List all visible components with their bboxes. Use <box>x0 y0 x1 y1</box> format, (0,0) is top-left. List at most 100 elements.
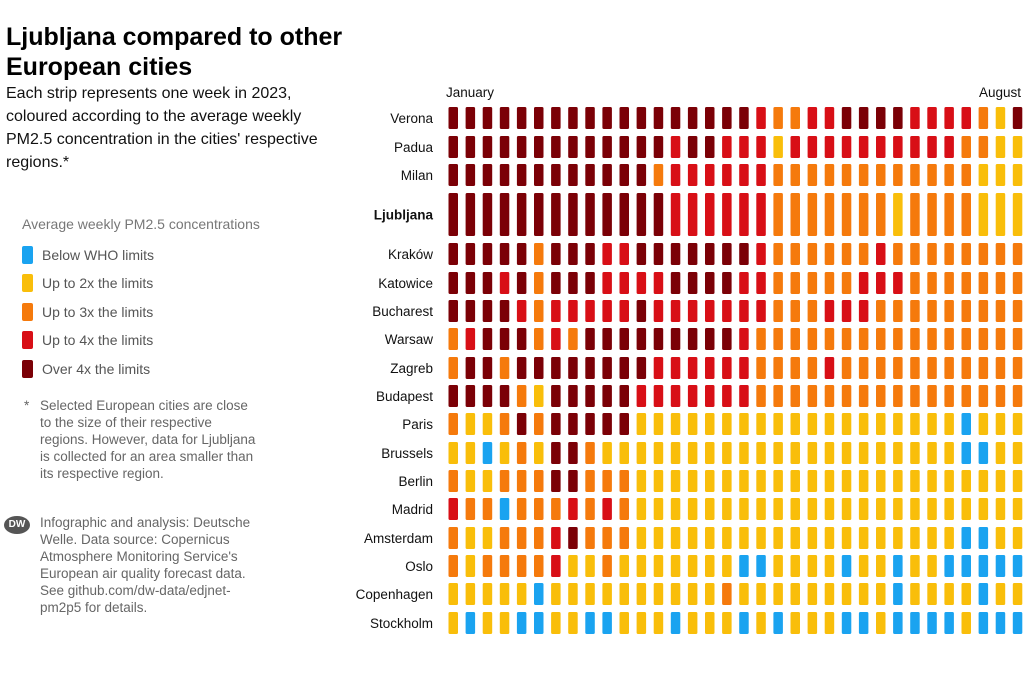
week-strip <box>516 527 527 549</box>
week-strip <box>636 243 647 265</box>
subtitle: Each strip represents one week in 2023, … <box>6 85 318 171</box>
week-strip <box>448 555 458 577</box>
week-strip <box>961 583 971 605</box>
city-label: Berlin <box>398 474 433 489</box>
week-strip <box>499 470 510 492</box>
week-strip <box>773 136 783 158</box>
week-strip <box>876 193 886 236</box>
week-strip <box>619 612 629 634</box>
week-strip <box>944 442 954 464</box>
week-strip <box>516 498 527 520</box>
week-strip <box>995 300 1006 322</box>
week-strip <box>499 164 510 186</box>
week-strip <box>995 272 1006 294</box>
week-strip <box>841 136 852 158</box>
week-strip <box>807 136 818 158</box>
week-strip <box>824 413 835 435</box>
week-strip <box>756 328 766 350</box>
week-strip <box>516 243 527 265</box>
week-strip <box>619 470 629 492</box>
week-strip <box>824 527 835 549</box>
week-strip <box>944 328 954 350</box>
week-strip <box>568 555 578 577</box>
week-strip <box>568 385 578 407</box>
week-strip <box>790 583 800 605</box>
week-strip <box>1012 300 1023 322</box>
week-strip <box>773 357 783 379</box>
week-strip <box>893 136 903 158</box>
week-strip <box>927 193 937 236</box>
week-strip <box>807 164 818 186</box>
week-strip <box>893 555 903 577</box>
week-strip <box>705 385 715 407</box>
week-strip <box>722 442 732 464</box>
week-strip <box>858 164 869 186</box>
week-strip <box>756 470 766 492</box>
week-strip <box>824 498 835 520</box>
week-strip <box>636 328 647 350</box>
week-strip <box>465 164 476 186</box>
week-strip <box>858 300 869 322</box>
week-strip <box>722 527 732 549</box>
week-strip <box>568 498 578 520</box>
week-strip <box>448 357 458 379</box>
week-strip <box>687 442 698 464</box>
week-strip <box>602 136 612 158</box>
week-strip <box>551 555 561 577</box>
week-strip <box>1012 442 1023 464</box>
week-strip <box>516 357 527 379</box>
week-strip <box>944 300 954 322</box>
week-strip <box>910 243 920 265</box>
week-strip <box>551 193 561 236</box>
week-strip <box>568 442 578 464</box>
week-strip <box>858 328 869 350</box>
week-strip <box>790 527 800 549</box>
week-strip <box>585 442 595 464</box>
city-label: Ljubljana <box>374 208 434 223</box>
week-strip <box>978 136 989 158</box>
week-strip <box>619 498 629 520</box>
week-strip <box>876 300 886 322</box>
week-strip <box>961 243 971 265</box>
week-strip <box>978 498 989 520</box>
week-strip <box>448 442 458 464</box>
week-strip <box>568 193 578 236</box>
week-strip <box>756 498 766 520</box>
week-strip <box>568 612 578 634</box>
week-strip <box>448 328 458 350</box>
week-strip <box>534 470 544 492</box>
week-strip <box>705 413 715 435</box>
week-strip <box>516 413 527 435</box>
week-strip <box>636 136 647 158</box>
week-strip <box>653 107 664 129</box>
week-strip <box>585 164 595 186</box>
week-strip <box>602 328 612 350</box>
week-strip <box>978 555 989 577</box>
week-strip <box>858 193 869 236</box>
week-strip <box>944 193 954 236</box>
week-strip <box>927 612 937 634</box>
week-strip <box>1012 498 1023 520</box>
week-strip <box>790 272 800 294</box>
source-note: Infographic and analysis: Deutsche Welle… <box>40 515 251 615</box>
week-strip <box>482 498 493 520</box>
week-strip <box>893 243 903 265</box>
week-strip <box>551 107 561 129</box>
week-strip <box>636 164 647 186</box>
week-strip <box>773 385 783 407</box>
week-strip <box>978 107 989 129</box>
week-strip <box>534 193 544 236</box>
week-strip <box>551 442 561 464</box>
week-strip <box>858 413 869 435</box>
week-strip <box>619 164 629 186</box>
week-strip <box>534 243 544 265</box>
week-strip <box>687 612 698 634</box>
week-strip <box>636 470 647 492</box>
week-strip <box>551 243 561 265</box>
week-strip <box>978 193 989 236</box>
week-strip <box>876 272 886 294</box>
week-strip <box>687 136 698 158</box>
week-strip <box>807 527 818 549</box>
week-strip <box>944 164 954 186</box>
week-strip <box>927 136 937 158</box>
